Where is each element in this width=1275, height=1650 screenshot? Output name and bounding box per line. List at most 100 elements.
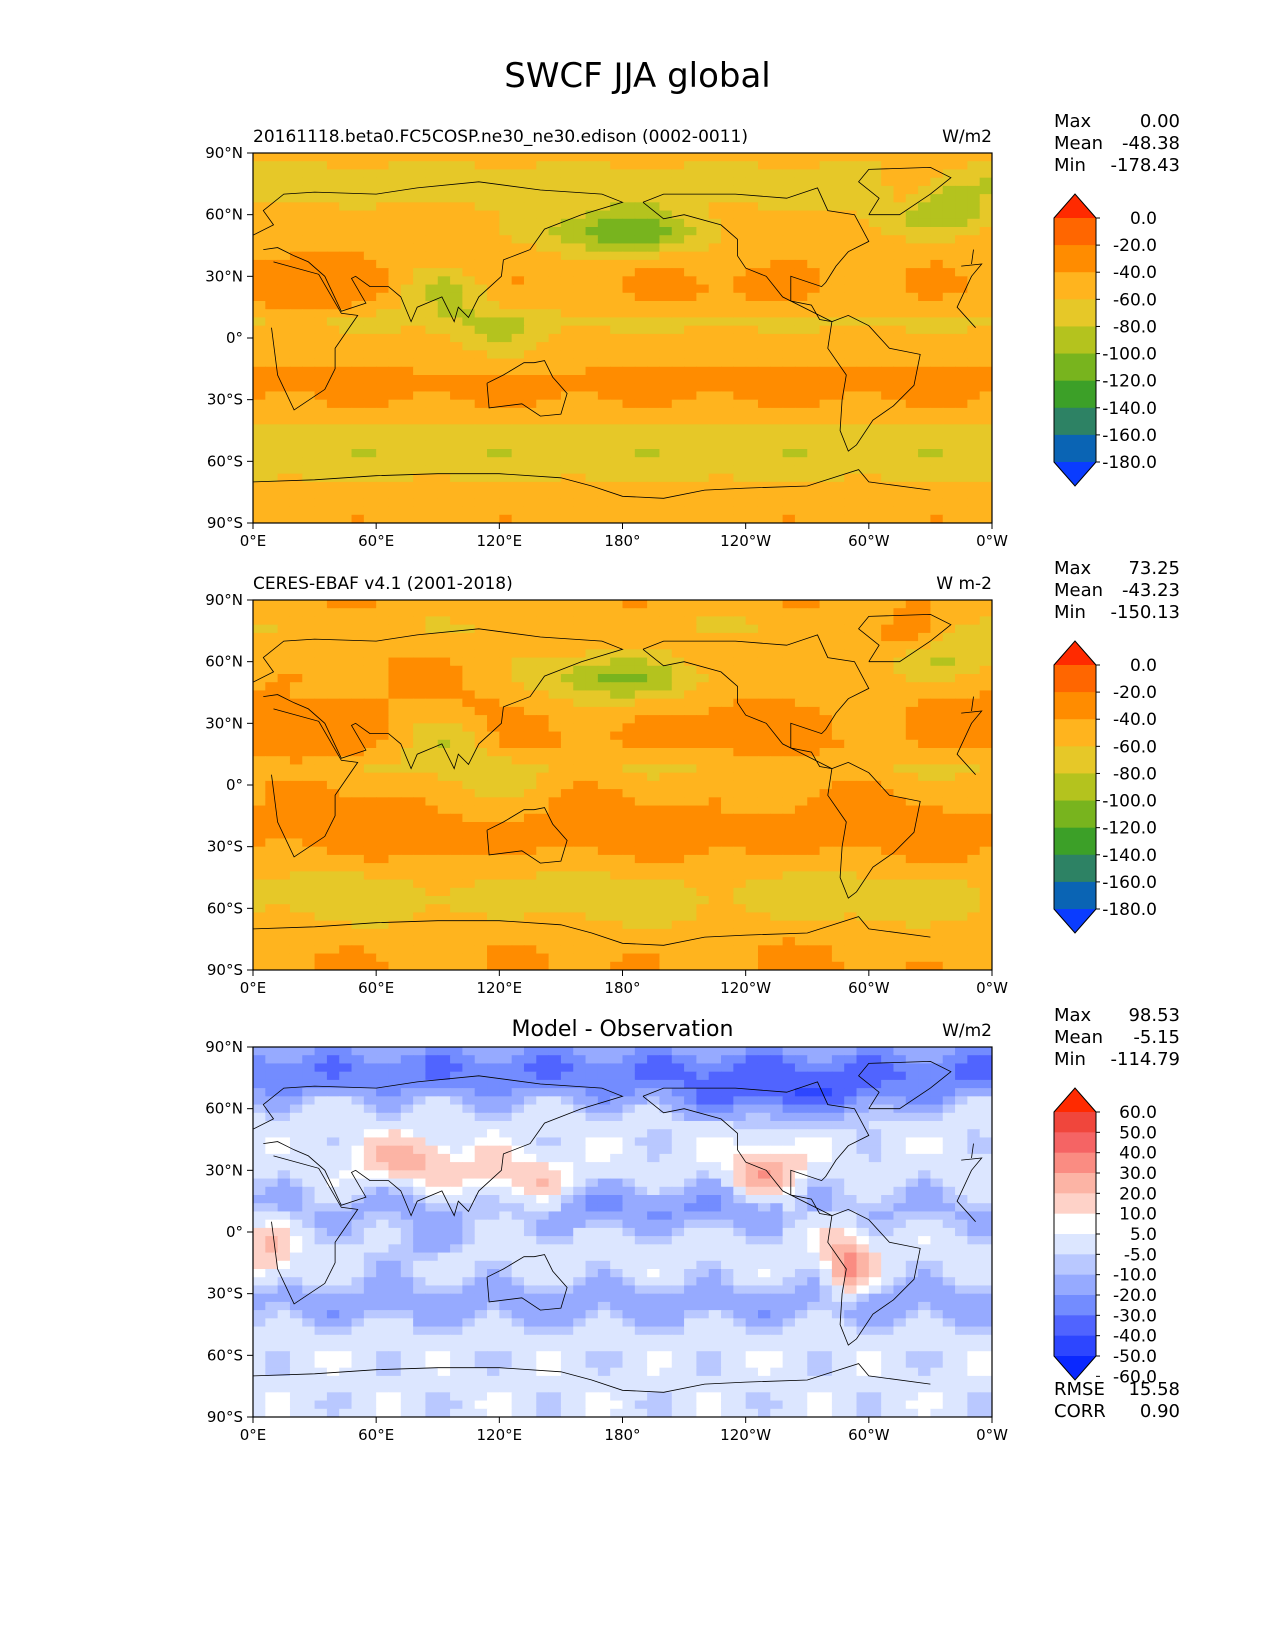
map-cell (831, 342, 845, 351)
map-cell (487, 383, 500, 393)
map-cell (844, 863, 858, 872)
map-cell (610, 259, 624, 269)
map-cell (462, 674, 476, 683)
map-cell (770, 498, 784, 508)
map-cell (905, 350, 919, 360)
map-cell (733, 473, 747, 483)
map-cell (905, 218, 919, 228)
map-cell (597, 797, 611, 807)
map-cell (721, 383, 734, 393)
map-cell (696, 227, 710, 236)
map-cell (844, 813, 858, 823)
map-cell (856, 624, 870, 634)
map-cell (967, 739, 981, 749)
map-cell (782, 896, 796, 905)
map-cell (499, 723, 513, 733)
map-cell (708, 333, 722, 343)
map-cell (881, 731, 895, 741)
map-cell (696, 161, 710, 171)
map-cell (831, 375, 845, 384)
map-cell (499, 797, 513, 807)
map-cell (289, 391, 303, 401)
map-cell (942, 243, 956, 253)
map-cell (622, 301, 636, 310)
map-cell (696, 292, 710, 302)
map-cell (560, 391, 574, 401)
map-cell (622, 202, 636, 212)
map-cell (339, 616, 353, 626)
map-cell (721, 235, 734, 245)
map-cell (474, 854, 488, 864)
map-cell (289, 342, 303, 351)
map-cell (745, 473, 759, 483)
map-cell (425, 457, 439, 467)
map-cell (511, 514, 525, 523)
map-cell (696, 780, 710, 790)
map-cell (302, 449, 316, 458)
map-cell (647, 600, 661, 609)
map-cell (536, 797, 550, 807)
map-cell (856, 838, 870, 848)
map-cell (610, 457, 624, 467)
map-cell (807, 764, 821, 774)
map-cell (918, 879, 932, 889)
map-cell (437, 805, 451, 815)
map-cell (573, 715, 587, 724)
map-cell (659, 813, 673, 823)
map-cell (893, 161, 907, 171)
map-cell (721, 449, 734, 458)
map-cell (413, 490, 427, 499)
map-cell (351, 854, 365, 864)
map-cell (548, 309, 562, 319)
map-cell (659, 830, 673, 840)
map-cell (536, 449, 550, 458)
map-cell (856, 424, 870, 434)
map-cell (450, 830, 463, 840)
colorbar-segment (1054, 353, 1096, 382)
map-cell (610, 375, 624, 384)
map-cell (918, 665, 932, 675)
map-cell (400, 416, 414, 425)
map-cell (536, 756, 550, 766)
map-cell (844, 789, 858, 798)
map-cell (770, 432, 784, 442)
map-cell (326, 383, 340, 393)
map-cell (942, 632, 956, 642)
map-cell (400, 608, 414, 618)
map-cell (782, 325, 796, 335)
map-cell (326, 756, 340, 766)
stat-label: Max (1054, 111, 1092, 132)
map-cell (302, 333, 316, 343)
map-cell (585, 723, 599, 733)
map-cell (536, 822, 550, 831)
map-cell (622, 887, 636, 897)
map-cell (696, 600, 710, 609)
map-cell (339, 739, 353, 749)
map-cell (437, 276, 451, 286)
map-cell (474, 473, 488, 483)
map-cell (560, 185, 574, 195)
map-cell (548, 490, 562, 499)
map-cell (684, 259, 697, 269)
map-cell (881, 153, 895, 162)
map-cell (770, 641, 784, 650)
map-cell (634, 301, 648, 310)
map-cell (511, 896, 525, 905)
map-cell (770, 457, 784, 467)
map-cell (437, 350, 451, 360)
map-cell (314, 772, 328, 782)
map-cell (437, 440, 451, 450)
map-cell (844, 838, 858, 848)
map-cell (881, 432, 895, 442)
map-cell (339, 506, 353, 516)
map-cell (868, 391, 882, 401)
map-cell (893, 235, 907, 245)
map-cell (647, 490, 661, 499)
map-cell (610, 641, 624, 650)
map-cell (363, 259, 377, 269)
map-cell (979, 805, 992, 815)
map-cell (659, 608, 673, 618)
map-cell (573, 284, 587, 294)
map-cell (363, 375, 377, 384)
map-cell (339, 407, 353, 417)
